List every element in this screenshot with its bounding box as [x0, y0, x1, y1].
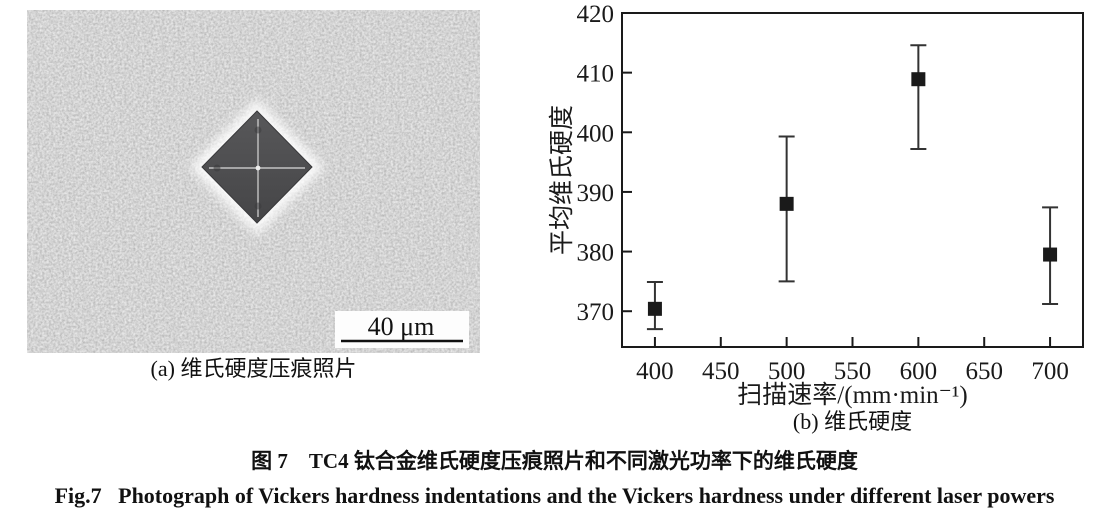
panel-a-caption: (a) 维氏硬度压痕照片 [150, 356, 357, 381]
x-tick-label: 600 [900, 358, 938, 385]
scale-bar-label: 40 μm [368, 312, 435, 341]
data-point [911, 72, 926, 87]
y-tick-label: 410 [577, 61, 615, 88]
vickers-indentation-micrograph: 40 μm [27, 10, 480, 353]
x-axis-label: 扫描速率/(mm·min⁻¹) [737, 381, 967, 409]
data-point [779, 196, 794, 211]
x-tick-label: 650 [965, 358, 1003, 385]
plot-border [621, 12, 1084, 348]
cross-arm-dot-top [254, 126, 262, 134]
x-tick-label: 700 [1031, 358, 1069, 385]
figure-caption-en: Fig.7 Photograph of Vickers hardness ind… [54, 483, 1055, 508]
panel-b-caption: (b) 维氏硬度 [792, 409, 913, 434]
y-tick-label: 400 [577, 120, 615, 147]
cross-center-spot [255, 165, 261, 171]
data-point [1043, 247, 1058, 262]
data-point [647, 301, 662, 316]
y-tick-label: 370 [577, 299, 615, 326]
x-tick-label: 450 [702, 358, 740, 385]
x-tick-label: 400 [636, 358, 674, 385]
y-axis-label: 平均维氏硬度 [548, 105, 576, 255]
cross-arm-dot-left [213, 164, 221, 172]
scale-bar: 40 μm [335, 311, 469, 348]
x-tick-label: 500 [768, 358, 806, 385]
x-tick-label: 550 [834, 358, 872, 385]
y-tick-label: 420 [577, 1, 615, 28]
cross-arm-dot-bottom [254, 202, 262, 210]
figure-caption-zh: 图 7 TC4 钛合金维氏硬度压痕照片和不同激光功率下的维氏硬度 [251, 449, 858, 473]
y-tick-label: 390 [577, 180, 615, 207]
hardness-chart: 400 450 500 550 600 650 700 370 380 390 400 410 420 扫… [548, 1, 1084, 409]
y-tick-label: 380 [577, 240, 615, 267]
